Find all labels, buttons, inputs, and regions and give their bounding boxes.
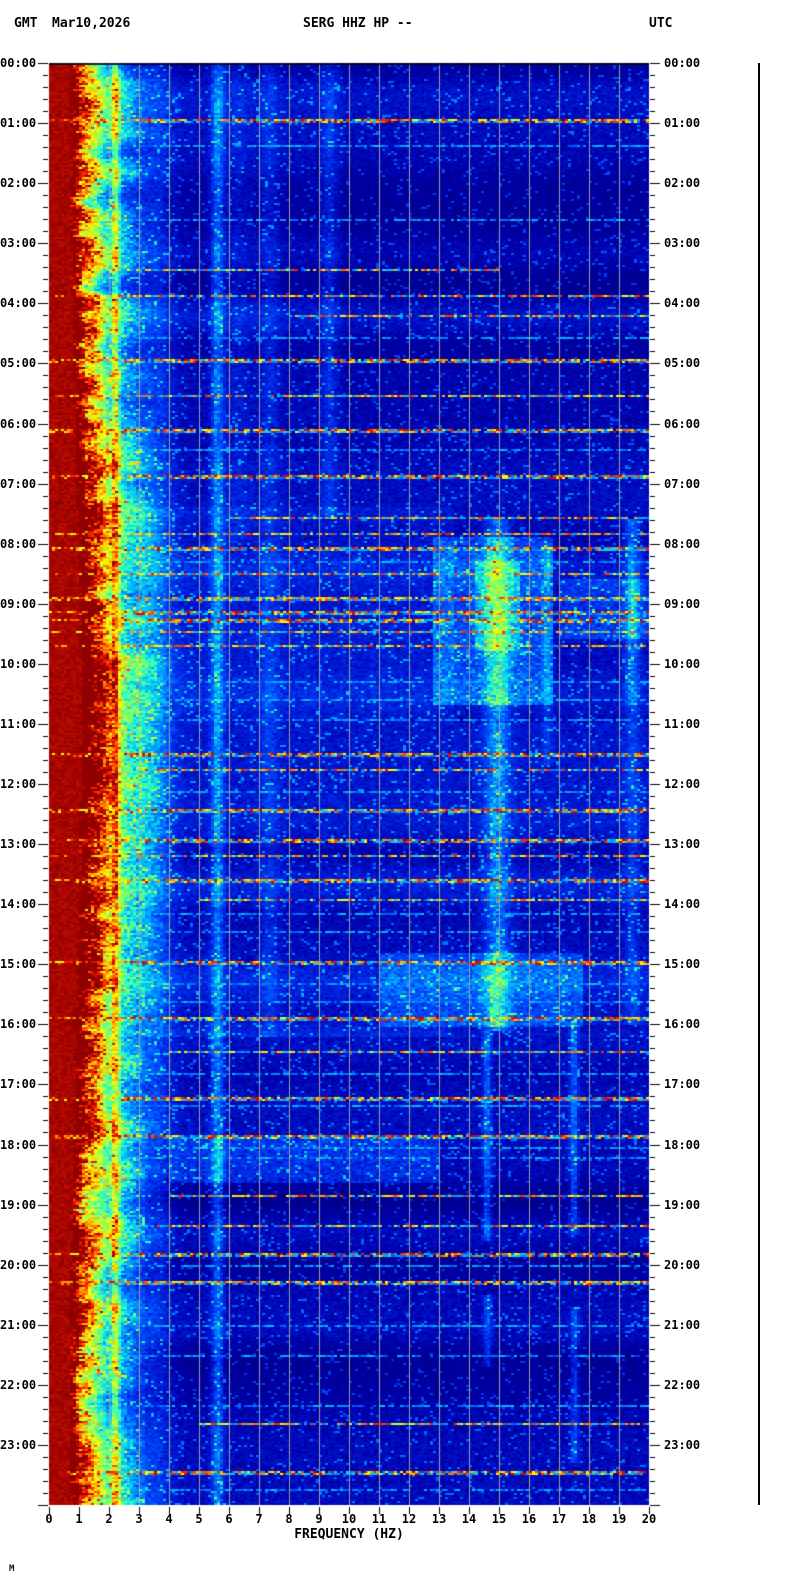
time-label-right: 05:00: [664, 356, 701, 371]
time-label-right: 09:00: [664, 596, 701, 611]
time-label-left: 02:00: [0, 176, 37, 191]
timezone-right-label: UTC: [649, 16, 673, 31]
station-title: SERG HHZ HP --: [303, 16, 413, 31]
time-label-right: 01:00: [664, 116, 701, 131]
freq-label: 1: [75, 1512, 83, 1526]
spectrogram-canvas: [36, 56, 662, 1514]
time-label-right: 07:00: [664, 476, 701, 491]
time-label-right: 20:00: [664, 1257, 701, 1272]
freq-label: 12: [401, 1512, 417, 1526]
time-label-right: 03:00: [664, 236, 701, 251]
freq-label: 15: [491, 1512, 507, 1526]
time-label-right: 15:00: [664, 957, 701, 972]
time-label-right: 23:00: [664, 1437, 701, 1452]
time-label-left: 19:00: [0, 1197, 37, 1212]
time-label-right: 06:00: [664, 416, 701, 431]
time-label-left: 12:00: [0, 777, 37, 791]
time-label-right: 19:00: [664, 1197, 701, 1212]
freq-label: 8: [285, 1512, 293, 1526]
freq-label: 2: [105, 1512, 113, 1526]
freq-label: 14: [461, 1512, 477, 1526]
time-label-right: 10:00: [664, 656, 701, 671]
amplitude-reference-line: [758, 63, 760, 1505]
time-label-right: 21:00: [664, 1317, 701, 1332]
freq-label: 17: [551, 1512, 567, 1526]
time-label-right: 14:00: [664, 897, 701, 912]
freq-label: 7: [255, 1512, 263, 1526]
time-label-left: 21:00: [0, 1317, 37, 1332]
time-label-left: 14:00: [0, 897, 37, 912]
time-label-right: 02:00: [664, 176, 701, 191]
time-label-left: 10:00: [0, 656, 37, 671]
date-label: Mar10,2026: [52, 16, 131, 31]
time-label-right: 04:00: [664, 296, 701, 311]
freq-label: 16: [521, 1512, 537, 1526]
time-label-right: 08:00: [664, 536, 701, 551]
time-label-left: 11:00: [0, 716, 37, 731]
time-label-right: 16:00: [664, 1017, 701, 1032]
time-label-left: 01:00: [0, 116, 37, 131]
freq-label: 13: [431, 1512, 447, 1526]
time-label-left: 05:00: [0, 356, 37, 371]
freq-label: 20: [641, 1512, 657, 1526]
time-label-left: 13:00: [0, 837, 37, 852]
freq-label: 6: [225, 1512, 233, 1526]
time-label-left: 06:00: [0, 416, 37, 431]
time-label-right: 13:00: [664, 837, 701, 852]
time-label-right: 17:00: [664, 1077, 701, 1092]
time-label-right: 22:00: [664, 1377, 701, 1392]
time-label-left: 16:00: [0, 1017, 37, 1032]
freq-label: 9: [315, 1512, 323, 1526]
time-label-left: 07:00: [0, 476, 37, 491]
freq-label: 18: [581, 1512, 597, 1526]
time-label-left: 03:00: [0, 236, 37, 251]
time-label-left: 17:00: [0, 1077, 37, 1092]
x-axis-title: FREQUENCY (HZ): [294, 1527, 404, 1542]
time-label-left: 09:00: [0, 596, 37, 611]
time-label-right: 12:00: [664, 777, 701, 791]
time-label-left: 04:00: [0, 296, 37, 311]
time-label-right: 11:00: [664, 716, 701, 731]
freq-label: 11: [371, 1512, 387, 1526]
time-label-left: 18:00: [0, 1137, 37, 1152]
freq-label: 10: [341, 1512, 357, 1526]
freq-label: 19: [611, 1512, 627, 1526]
time-label-right: 18:00: [664, 1137, 701, 1152]
time-label-right: 00:00: [664, 56, 701, 70]
freq-label: 4: [165, 1512, 173, 1526]
freq-label: 3: [135, 1512, 143, 1526]
time-label-left: 22:00: [0, 1377, 37, 1392]
corner-mark: M: [9, 1564, 15, 1574]
freq-label: 0: [45, 1512, 53, 1526]
time-label-left: 15:00: [0, 957, 37, 972]
timezone-left-label: GMT: [14, 16, 38, 31]
time-label-left: 20:00: [0, 1257, 37, 1272]
freq-label: 5: [195, 1512, 203, 1526]
time-label-left: 08:00: [0, 536, 37, 551]
time-label-left: 23:00: [0, 1437, 37, 1452]
time-label-left: 00:00: [0, 56, 37, 70]
